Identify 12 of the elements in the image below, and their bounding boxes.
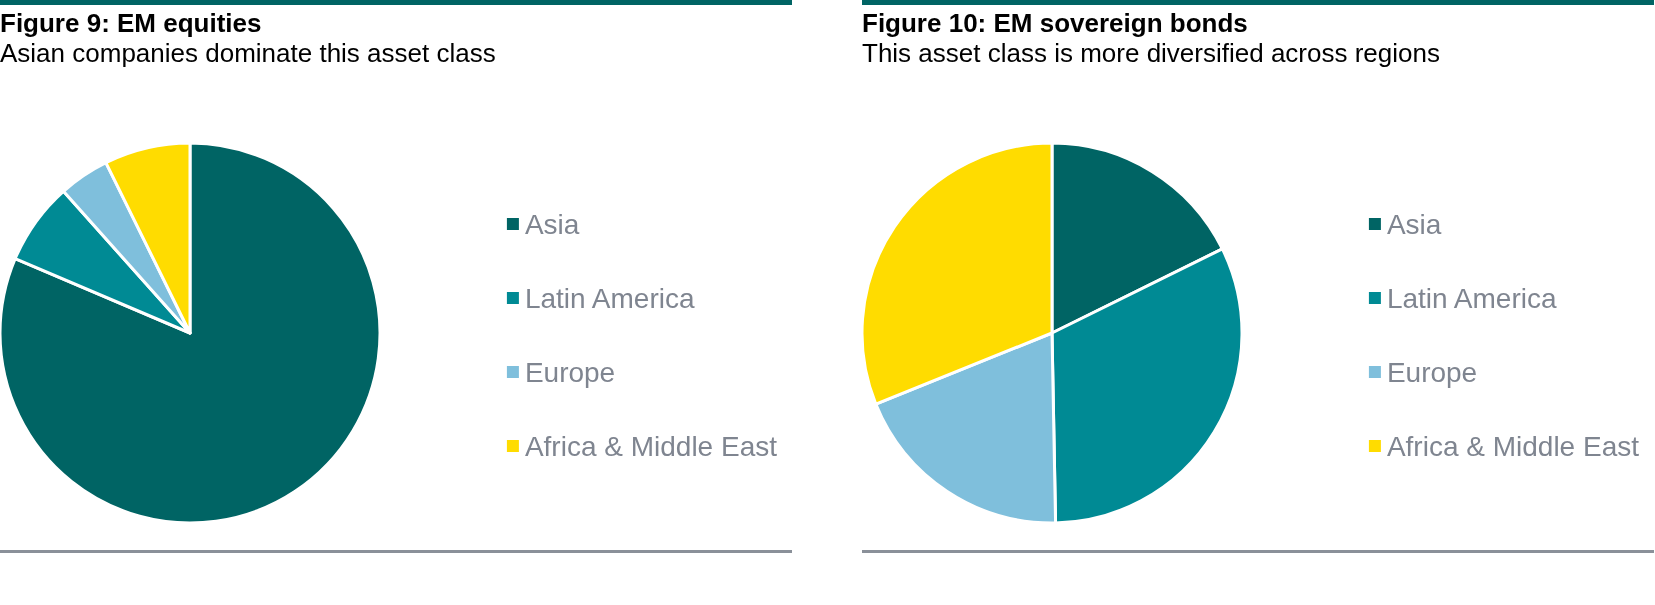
- chart-subtitle: This asset class is more diversified across regions: [862, 38, 1441, 68]
- legend-label: Latin America: [524, 282, 695, 314]
- legend-label: Asia: [1386, 208, 1442, 240]
- legend-label: Africa & Middle East: [1386, 430, 1640, 462]
- legend-label: Asia: [524, 208, 580, 240]
- chart-subtitle: Asian companies dominate this asset class: [0, 38, 497, 68]
- legend-label: Africa & Middle East: [524, 430, 778, 462]
- chart-title: Figure 10: EM sovereign bonds: [862, 8, 1248, 39]
- legend-label: Europe: [1386, 356, 1478, 388]
- legend-label: Latin America: [1386, 282, 1557, 314]
- legend-label: Europe: [524, 356, 616, 388]
- chart-title: Figure 9: EM equities: [0, 8, 262, 39]
